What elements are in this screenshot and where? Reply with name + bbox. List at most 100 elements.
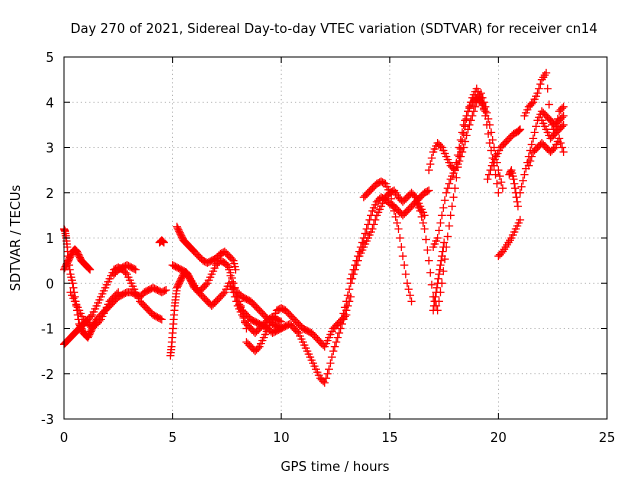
data-point (434, 274, 443, 283)
data-point (159, 237, 168, 246)
data-series (225, 265, 355, 387)
data-series (166, 267, 286, 360)
data-point (293, 327, 302, 336)
data-series (429, 93, 490, 252)
data-point (420, 224, 429, 233)
data-point (485, 120, 494, 129)
x-tick-label: 5 (168, 431, 176, 446)
data-point (459, 120, 468, 129)
data-point (475, 96, 484, 105)
data-series (66, 288, 123, 331)
data-point (353, 252, 362, 261)
y-tick-label: 3 (46, 142, 54, 157)
data-point (397, 243, 406, 252)
data-point (511, 184, 520, 193)
data-series (60, 245, 95, 274)
data-point (352, 256, 361, 265)
data-point (498, 184, 507, 193)
data-point (524, 161, 533, 170)
data-point (130, 264, 139, 273)
data-point (559, 102, 568, 111)
data-point (483, 175, 492, 184)
data-marks (60, 68, 568, 387)
data-point (433, 279, 442, 288)
data-point (229, 283, 238, 292)
chart-title: Day 270 of 2021, Sidereal Day-to-day VTE… (70, 22, 597, 37)
data-point (241, 318, 249, 327)
data-point (395, 234, 404, 242)
data-point (348, 270, 357, 279)
data-point (422, 235, 430, 244)
data-point (536, 80, 545, 89)
data-point (424, 186, 433, 195)
data-point (552, 122, 561, 131)
y-tick-label: 4 (46, 96, 54, 111)
data-point (488, 135, 497, 144)
data-series (359, 177, 416, 306)
data-point (424, 166, 433, 175)
data-point (355, 247, 364, 256)
data-point (356, 243, 365, 252)
data-series (494, 215, 525, 261)
data-point (435, 270, 444, 279)
data-point (527, 152, 536, 161)
data-point (323, 369, 332, 378)
data-point (443, 184, 452, 193)
data-point (86, 265, 95, 274)
data-point (84, 264, 93, 273)
data-series (483, 125, 525, 184)
data-point (494, 166, 503, 175)
y-tick-label: 1 (46, 232, 54, 247)
data-point (426, 268, 435, 277)
data-point (445, 179, 454, 188)
data-point (484, 114, 493, 123)
data-point (559, 148, 568, 157)
data-point (114, 288, 123, 297)
data-point (516, 215, 525, 224)
data-series (520, 68, 568, 138)
data-point (458, 148, 467, 157)
data-point (346, 274, 355, 283)
data-point (429, 301, 438, 310)
data-point (494, 188, 503, 197)
data-point (550, 129, 559, 138)
data-point (359, 234, 368, 242)
data-point (436, 261, 445, 270)
data-point (462, 111, 471, 120)
data-point (362, 224, 371, 233)
data-series (524, 134, 568, 170)
data-point (427, 154, 436, 163)
data-point (534, 84, 543, 93)
data-point (555, 134, 564, 143)
x-tick-label: 15 (382, 431, 399, 446)
data-point (85, 264, 94, 273)
data-point (532, 122, 541, 131)
data-point (410, 191, 419, 200)
data-point (387, 194, 396, 203)
data-point (403, 279, 412, 288)
data-point (416, 206, 425, 215)
data-point (452, 173, 461, 182)
data-point (463, 125, 472, 134)
data-point (430, 297, 439, 306)
data-point (345, 285, 354, 294)
data-point (95, 316, 104, 325)
data-point (404, 285, 413, 294)
data-series (60, 263, 166, 349)
data-series (155, 236, 168, 247)
y-tick-label: -3 (41, 413, 54, 428)
data-point (527, 140, 536, 149)
data-series (429, 238, 449, 315)
data-point (487, 128, 496, 137)
data-point (558, 143, 567, 152)
data-point (156, 314, 165, 323)
data-point (462, 131, 471, 140)
data-point (530, 128, 539, 137)
data-point (160, 286, 169, 295)
data-point (545, 100, 554, 109)
data-point (121, 268, 130, 277)
data-point (424, 256, 433, 265)
data-point (431, 292, 440, 301)
data-point (436, 218, 445, 227)
